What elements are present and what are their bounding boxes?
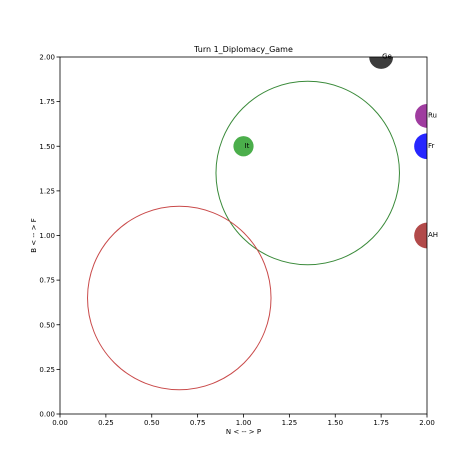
point-ru bbox=[415, 103, 427, 128]
plot-area: 0.00 0.25 0.50 0.75 1.00 1.25 1.50 1.75 2.00 0.00… bbox=[39, 53, 438, 428]
y-tick-label: 2.00 bbox=[39, 54, 55, 62]
x-tick-label: 2.00 bbox=[419, 419, 435, 427]
y-tick-label: 1.00 bbox=[39, 232, 55, 240]
x-tick-label: 1.00 bbox=[236, 419, 252, 427]
y-tick-label: 1.50 bbox=[39, 143, 55, 151]
point-fr bbox=[414, 133, 427, 160]
y-tick-label: 0.50 bbox=[39, 321, 55, 329]
x-tick-label: 0.75 bbox=[190, 419, 206, 427]
region-circle-2 bbox=[87, 205, 272, 391]
point-label-fr: Fr bbox=[428, 142, 435, 150]
point-label-ru: Ru bbox=[428, 111, 437, 119]
point-it bbox=[233, 136, 254, 157]
point-ah bbox=[414, 222, 427, 249]
chart-title: Turn 1_Diplomacy_Game bbox=[193, 45, 293, 54]
plot-frame bbox=[59, 56, 428, 415]
region-circle-1 bbox=[215, 80, 400, 266]
point-ge bbox=[369, 57, 394, 69]
x-tick-label: 1.50 bbox=[327, 419, 343, 427]
x-tick-label: 1.75 bbox=[373, 419, 389, 427]
y-tick-label: 0.25 bbox=[39, 366, 55, 374]
x-tick-label: 0.50 bbox=[144, 419, 160, 427]
x-tick-label: 0.25 bbox=[98, 419, 114, 427]
point-label-ah: AH bbox=[428, 231, 438, 239]
x-axis-title: N < -- > P bbox=[226, 428, 261, 436]
plot-inner bbox=[87, 57, 427, 391]
y-axis-title: B < -- > F bbox=[30, 218, 38, 253]
x-tick-label: 1.25 bbox=[282, 419, 298, 427]
y-tick-label: 1.25 bbox=[39, 187, 55, 195]
x-tick-label: 0.00 bbox=[52, 419, 68, 427]
y-tick-label: 0.75 bbox=[39, 277, 55, 285]
y-tick-label: 1.75 bbox=[39, 98, 55, 106]
point-label-it: It bbox=[245, 142, 250, 150]
y-tick-label: 0.00 bbox=[39, 411, 55, 419]
point-label-ge: Ge bbox=[382, 53, 392, 61]
